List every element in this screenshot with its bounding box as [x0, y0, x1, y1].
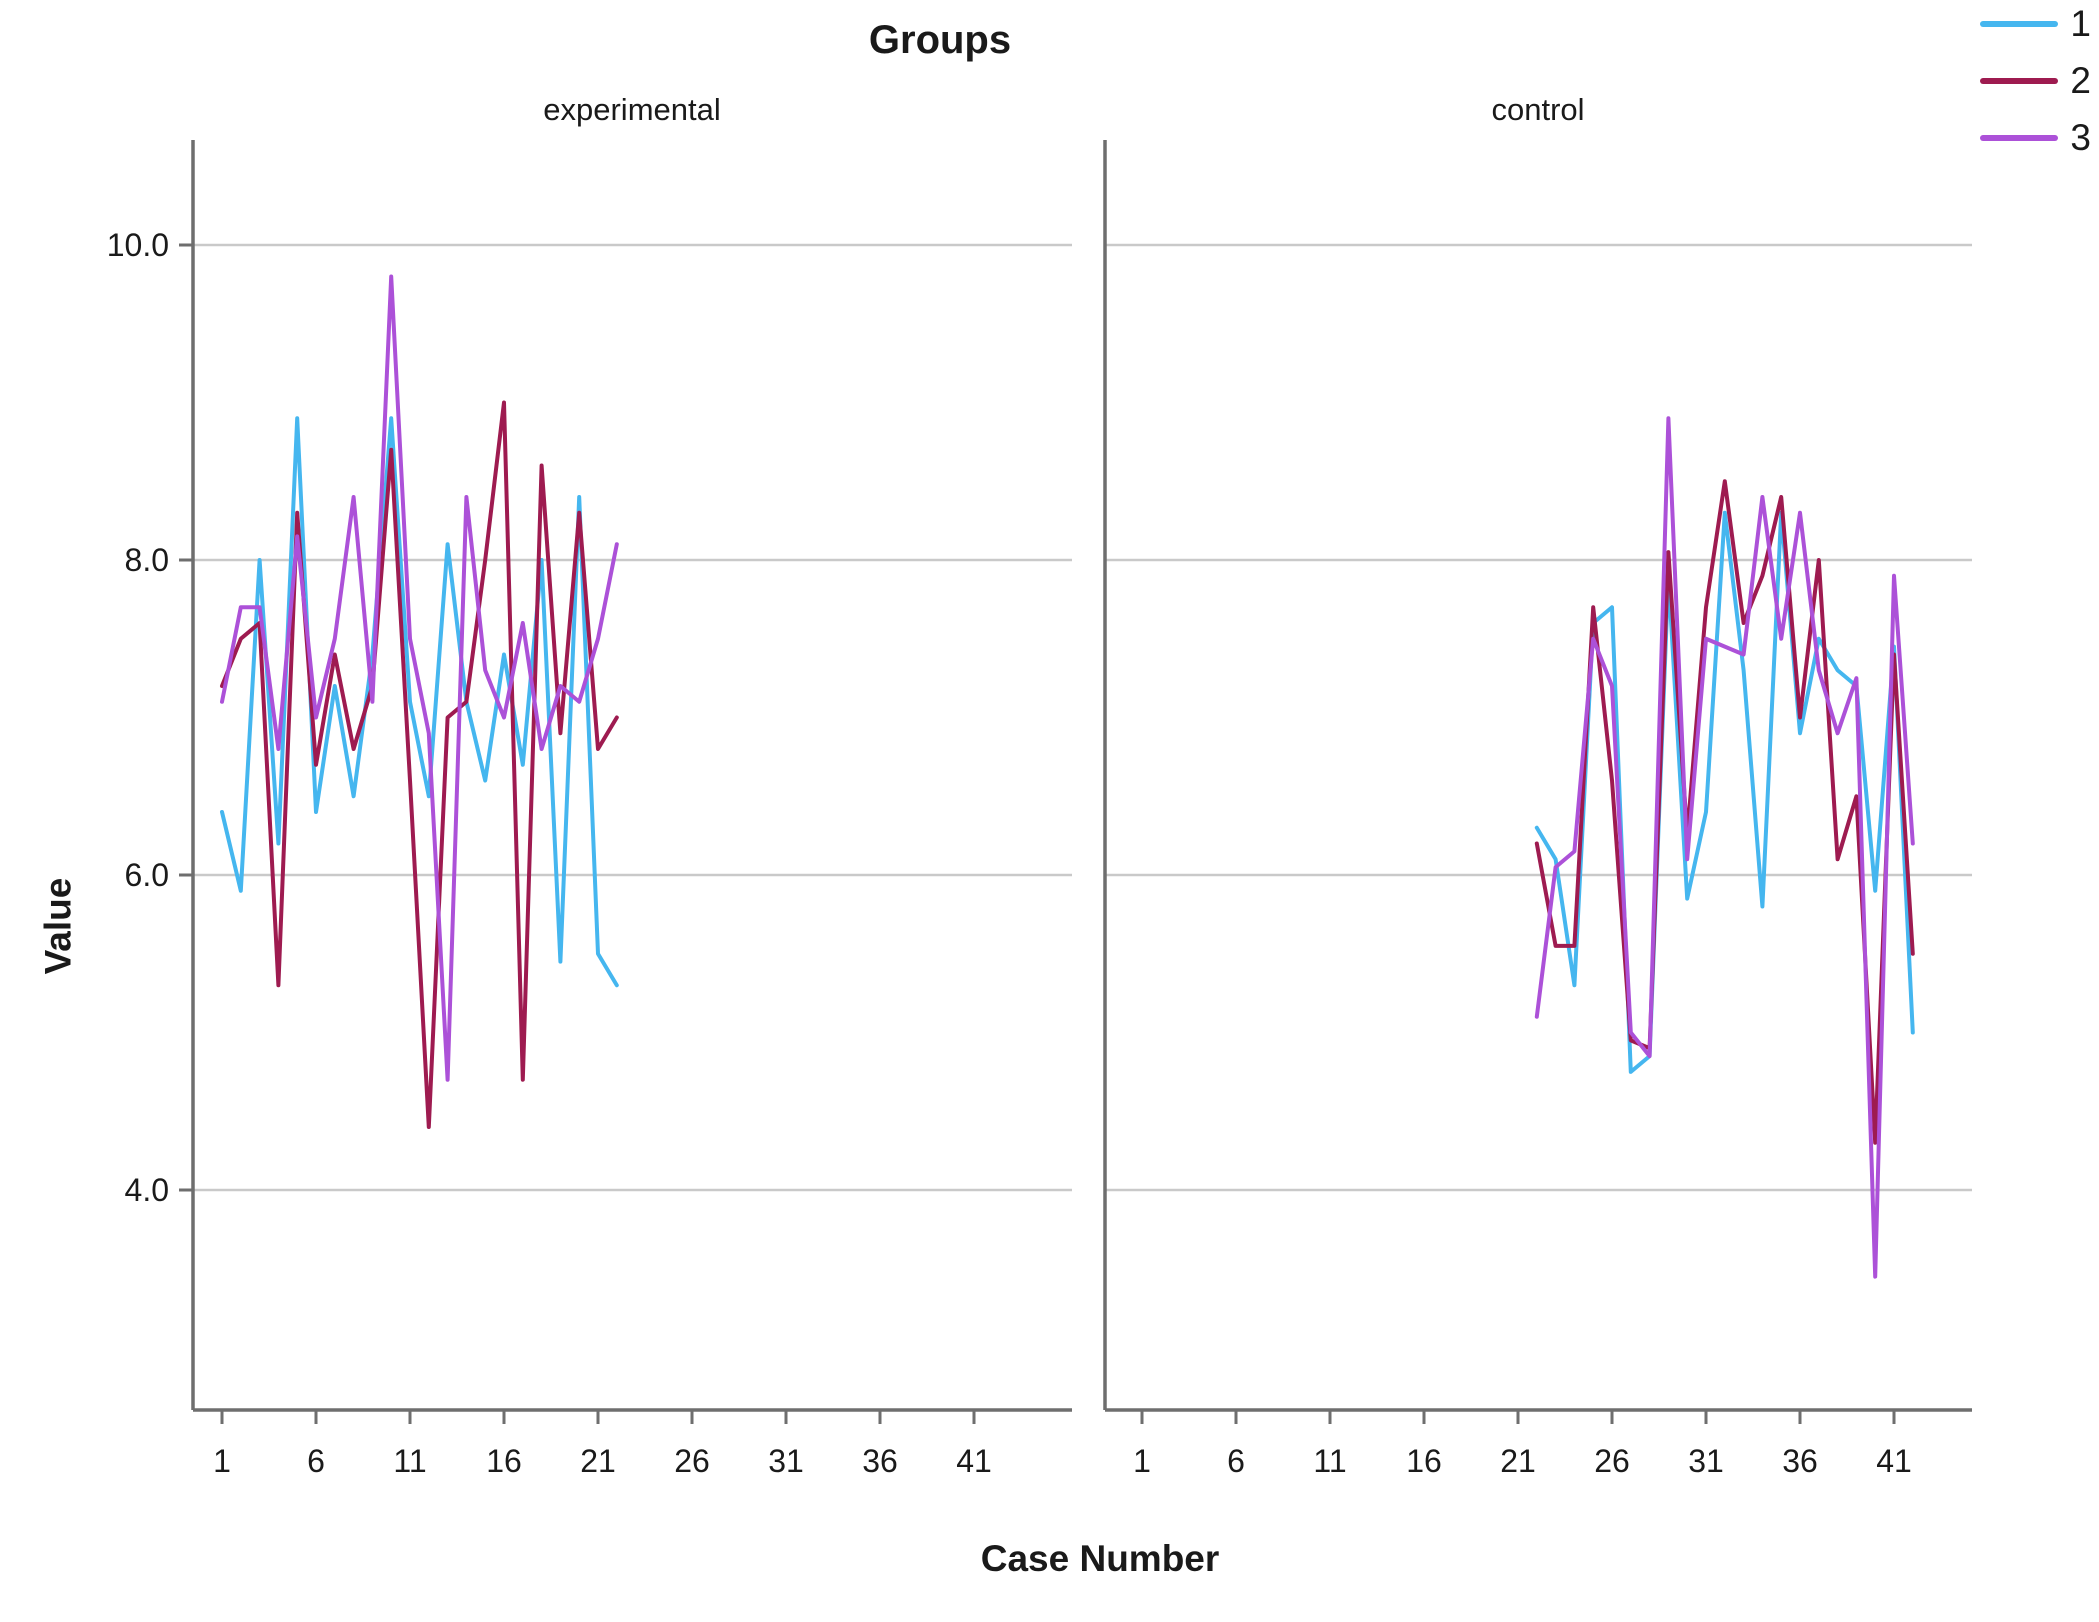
series-2-swatch-icon: [1980, 78, 2059, 84]
panel-label-experimental: experimental: [543, 92, 721, 127]
legend-item-series-3: 3: [1980, 118, 2091, 158]
series-3-line-control: [1534, 416, 1915, 1279]
x-axis-title: Case Number: [980, 1538, 1220, 1579]
x-tick-label: 31: [1688, 1443, 1724, 1479]
x-tick-label: 41: [1876, 1443, 1912, 1479]
series-3-swatch-icon: [1980, 135, 2059, 141]
x-tick-label: 11: [1313, 1443, 1346, 1479]
y-tick-label: 8.0: [125, 542, 169, 578]
x-tick-label: 41: [956, 1443, 992, 1479]
x-tick-label: 36: [862, 1443, 898, 1479]
series-2-line-control: [1534, 479, 1915, 1145]
x-tick-label: 26: [674, 1443, 710, 1479]
y-tick-label: 10.0: [107, 227, 169, 263]
x-tick-label: 1: [1133, 1443, 1151, 1479]
x-tick-label: 6: [1227, 1443, 1245, 1479]
panel-label-control: control: [1491, 92, 1585, 127]
legend-label-series-2: 2: [2070, 60, 2091, 101]
x-tick-label: 11: [393, 1443, 426, 1479]
x-tick-label: 21: [1500, 1443, 1536, 1479]
series-3-line-experimental: [220, 274, 619, 1082]
y-axis-title: Value: [37, 877, 79, 975]
x-tick-label: 1: [213, 1443, 231, 1479]
legend: 1 2 3: [1980, 4, 2091, 158]
x-tick-label: 26: [1594, 1443, 1630, 1479]
x-tick-label: 6: [307, 1443, 325, 1479]
x-tick-label: 21: [580, 1443, 616, 1479]
legend-label-series-1: 1: [2070, 3, 2091, 44]
x-tick-label: 36: [1782, 1443, 1818, 1479]
y-tick-label: 6.0: [125, 857, 169, 893]
legend-item-series-1: 1: [1980, 4, 2091, 44]
legend-label-series-3: 3: [2070, 117, 2091, 158]
y-tick-label: 4.0: [125, 1172, 169, 1208]
x-tick-label: 16: [1406, 1443, 1442, 1479]
series-1-swatch-icon: [1980, 21, 2059, 27]
series-2-line-experimental: [220, 400, 619, 1129]
chart-title: Groups: [868, 18, 1012, 62]
series-1-line-control: [1534, 510, 1915, 1074]
x-tick-label: 31: [768, 1443, 804, 1479]
legend-item-series-2: 2: [1980, 61, 2091, 101]
x-tick-label: 16: [486, 1443, 522, 1479]
